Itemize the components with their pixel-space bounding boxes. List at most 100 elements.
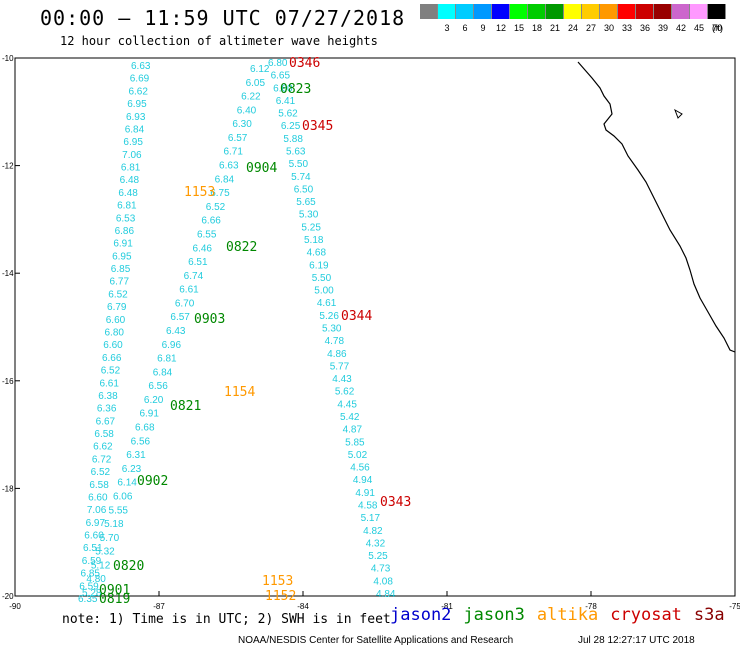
swh-value: 6.63 (131, 61, 151, 72)
swh-value: 6.55 (197, 229, 217, 240)
mission-key-altika: altika (536, 605, 599, 625)
pass-time-label: 1154 (224, 385, 255, 400)
swh-value: 6.05 (246, 78, 266, 89)
swh-value: 6.57 (228, 133, 248, 144)
swh-value: 6.95 (112, 251, 132, 262)
lat-label: -10 (2, 54, 14, 63)
lon-label: -78 (585, 602, 597, 611)
swh-value: 6.36 (97, 404, 117, 415)
swh-value: 4.61 (317, 298, 337, 309)
scale-bin: 24 (564, 4, 582, 33)
scale-label: 27 (585, 23, 596, 33)
swh-value: 6.86 (115, 226, 135, 237)
lon-label: -90 (9, 602, 21, 611)
swh-value: 5.65 (296, 197, 316, 208)
swh-value: 5.12 (91, 560, 111, 571)
swh-value: 4.45 (337, 399, 357, 410)
scale-label: 70 (711, 23, 722, 33)
scale-bin: 3 (438, 4, 456, 33)
scale-label: 33 (621, 23, 632, 33)
swh-value: 6.43 (166, 326, 186, 337)
scale-unit: (ft) (712, 23, 723, 33)
swh-value: 6.95 (123, 137, 143, 148)
swh-value: 6.30 (232, 119, 252, 130)
swh-value: 5.28 (82, 588, 102, 599)
swh-value: 6.52 (108, 289, 128, 300)
swh-value: 6.60 (84, 531, 104, 542)
swh-value: 5.55 (109, 505, 129, 516)
swh-value: 5.26 (319, 311, 339, 322)
swh-value: 4.80 (86, 574, 106, 585)
swh-value: 7.06 (87, 505, 107, 516)
swh-value: 4.73 (371, 564, 391, 575)
swh-value: 6.81 (121, 163, 141, 174)
lat-label: -18 (2, 484, 14, 493)
swh-value: 6.93 (126, 112, 146, 123)
swh-value: 6.60 (88, 492, 108, 503)
swh-value: 5.18 (104, 519, 124, 530)
swh-value: 4.82 (363, 526, 383, 537)
scale-bin: 36 (636, 4, 654, 33)
swh-value: 6.75 (210, 188, 230, 199)
mission-key-s3a: s3a (693, 605, 725, 625)
scale-bin: 39 (654, 4, 672, 33)
swh-value: 6.48 (118, 188, 138, 199)
swh-value: 5.70 (100, 533, 120, 544)
swh-value: 6.60 (273, 83, 293, 94)
swh-value: 5.30 (322, 324, 342, 335)
scale-bin (420, 4, 438, 33)
footnote: note: 1) Time is in UTC; 2) SWH is in fe… (62, 612, 391, 627)
mission-legend: jason2 jason3 altika cryosat s3a (390, 605, 737, 625)
pass-time-label: 0346 (289, 56, 320, 71)
swh-value: 4.08 (373, 576, 393, 587)
swh-value: 6.38 (98, 391, 118, 402)
scale-swatch (600, 4, 618, 19)
swh-value: 6.60 (103, 340, 123, 351)
swh-value: 5.18 (304, 235, 324, 246)
swh-value: 5.02 (348, 450, 368, 461)
swh-value: 5.17 (361, 513, 381, 524)
swh-value: 6.68 (135, 423, 155, 434)
pass-time-label: 0823 (280, 82, 311, 97)
scale-swatch (492, 4, 510, 19)
scale-swatch (582, 4, 600, 19)
swh-value: 5.85 (345, 437, 365, 448)
swh-value: 6.60 (106, 315, 126, 326)
swh-value: 6.61 (99, 378, 119, 389)
pass-time-label: 0821 (170, 399, 201, 414)
swh-value: 6.80 (268, 58, 288, 69)
swh-value: 6.40 (237, 105, 257, 116)
scale-label: 9 (480, 23, 486, 33)
scale-swatch (654, 4, 672, 19)
swh-value: 6.85 (111, 264, 131, 275)
swh-value: 6.96 (162, 340, 182, 351)
lon-label: -81 (441, 602, 453, 611)
scale-bin: 6 (456, 4, 474, 33)
mission-key-jason3: jason3 (463, 605, 525, 625)
swh-value: 6.19 (309, 260, 329, 271)
scale-swatch (546, 4, 564, 19)
swh-value: 5.62 (278, 109, 298, 120)
scale-label: 3 (444, 23, 450, 33)
scale-bin: 9 (474, 4, 492, 33)
scale-swatch (420, 4, 438, 19)
color-scale-legend: 3 6 9 12 15 18 21 24 27 30 33 36 39 42 45 70 (420, 4, 726, 33)
swh-value: 6.51 (83, 543, 103, 554)
swh-value: 6.14 (117, 478, 137, 489)
swh-value: 4.58 (358, 501, 378, 512)
scale-swatch (618, 4, 636, 19)
swh-value: 5.50 (289, 159, 309, 170)
swh-value: 6.79 (107, 302, 127, 313)
swh-value: 6.52 (101, 366, 121, 377)
pass-time-label: 0822 (226, 240, 257, 255)
swh-value: 6.35 (78, 594, 98, 605)
lat-label: -14 (2, 269, 14, 278)
scale-bin: 15 (510, 4, 528, 33)
coastline-island (674, 108, 683, 119)
scale-label: 45 (693, 23, 704, 33)
scale-bin: 70 (708, 4, 726, 33)
swh-value: 5.25 (301, 222, 321, 233)
swh-value: 6.65 (271, 71, 291, 82)
swh-value: 6.72 (92, 454, 112, 465)
